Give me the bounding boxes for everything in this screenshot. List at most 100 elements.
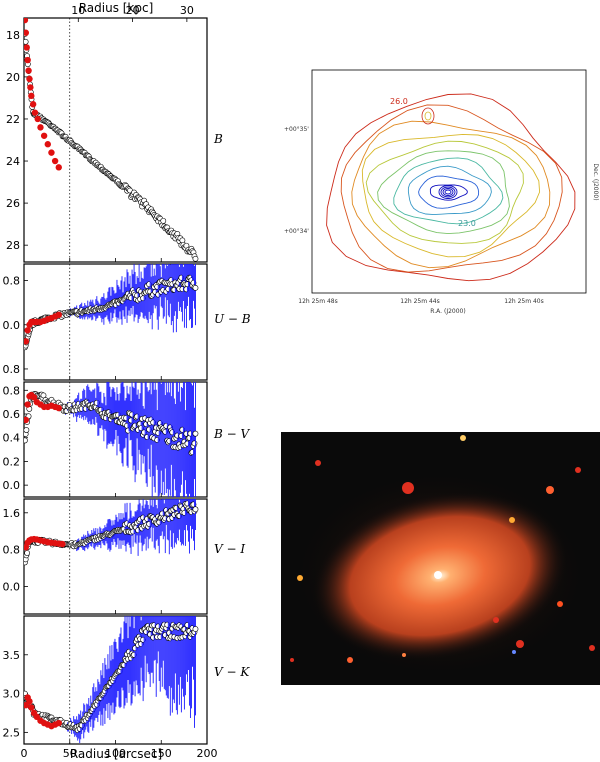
open-point: [160, 217, 167, 224]
contour-core: [444, 189, 452, 195]
xtick-label: 0: [21, 747, 28, 760]
red-point: [48, 149, 55, 156]
red-point: [26, 698, 33, 705]
star: [402, 482, 414, 494]
star: [557, 601, 563, 607]
ytick-label: 2.5: [3, 726, 21, 739]
open-point: [24, 550, 31, 556]
contour-core: [442, 188, 454, 196]
red-point: [44, 141, 51, 148]
star: [315, 460, 321, 466]
red-point: [28, 92, 35, 100]
contour-line: [351, 120, 551, 269]
ra-axis-label: R.A. (J2000): [430, 308, 465, 315]
ytick-label: 3.0: [3, 688, 21, 701]
panel-frame: [23, 17, 208, 263]
star: [402, 653, 406, 657]
panel-v-k: 3.5 3.0 2.5 V − K 0 50 100 150 200: [3, 615, 250, 760]
ytick-label: 0.8: [3, 363, 21, 376]
galaxy-nucleus: [434, 571, 442, 579]
contour-line: [393, 157, 504, 225]
star: [512, 650, 516, 654]
contour-lines: [326, 93, 576, 282]
red-point: [55, 719, 62, 727]
red-point: [24, 416, 30, 424]
top-axis-label: Radius [kpc]: [79, 1, 154, 15]
contour-label-inner: 23.0: [458, 219, 476, 228]
band-label: B − V: [213, 427, 251, 441]
open-points: [24, 18, 199, 262]
contour-frame: [311, 69, 587, 294]
star: [516, 640, 524, 648]
top-tick-label: 10: [71, 4, 85, 17]
red-point: [27, 84, 34, 91]
ytick-label: 0.0: [3, 319, 21, 332]
contour-line: [377, 150, 510, 235]
contour-line: [361, 133, 541, 258]
ytick-label: 0.8: [3, 544, 21, 557]
contour-core: [440, 186, 456, 198]
xtick-label: 50: [63, 747, 77, 760]
ytick-label: 26: [6, 197, 20, 210]
contour-line: [407, 165, 492, 216]
ytick-label: 0.8: [3, 275, 21, 288]
red-point: [24, 56, 31, 64]
band-label: V − I: [214, 542, 245, 556]
red-point: [26, 75, 33, 83]
ytick-label: 0.0: [3, 479, 21, 492]
contour-knot: [424, 111, 432, 121]
open-point: [192, 284, 199, 291]
contour-line: [418, 175, 480, 209]
red-point: [24, 29, 30, 36]
red-point: [31, 109, 39, 116]
xtick-label: 200: [197, 747, 218, 760]
ytick-label: 18: [6, 29, 20, 42]
contour-line: [365, 140, 524, 244]
red-point: [24, 401, 31, 408]
red-point: [24, 18, 29, 24]
contour-line: [326, 93, 576, 282]
open-point: [24, 437, 28, 444]
star: [493, 617, 499, 623]
xtick-label: 100: [105, 747, 126, 760]
ytick-label: 22: [6, 113, 20, 126]
xtick-label: 150: [151, 747, 172, 760]
top-tick-label: 20: [126, 4, 140, 17]
band-label: U − B: [214, 312, 251, 326]
bottom-axis-label: Radius [arcsec]: [70, 747, 162, 761]
panel-b: 18 20 22 24 26 28 B 10 20 30: [6, 4, 223, 263]
open-points: [24, 499, 199, 566]
ytick-label: 0.6: [3, 408, 21, 421]
dec-tick-2: +00°34': [284, 228, 309, 235]
red-point: [34, 115, 41, 123]
star: [460, 435, 466, 441]
open-points: [24, 382, 199, 497]
red-point: [29, 101, 37, 108]
contour-line: [340, 104, 563, 273]
band-label: B: [213, 132, 223, 146]
ytick-label: 24: [6, 155, 20, 168]
band-label: V − K: [214, 665, 250, 679]
ytick-label: 0.2: [3, 455, 21, 468]
ra-tick-1: 12h 25m 48s: [298, 298, 338, 305]
ytick-label: 0.0: [3, 580, 21, 593]
ytick-label: 3.5: [3, 649, 21, 662]
panel-u-b: 0.8 0.0 0.8 U − B: [3, 263, 251, 381]
star: [546, 486, 554, 494]
contour-core: [438, 185, 458, 199]
open-point: [192, 506, 199, 513]
open-points: [24, 264, 199, 351]
contour-map: 26.0 23.0 +00°35' +00°34' 12h 25m 48s 12…: [284, 69, 599, 315]
ra-tick-2: 12h 25m 44s: [400, 298, 440, 305]
dec-tick-1: +00°35': [284, 126, 309, 133]
panel-v-i: 1.6 0.8 0.0 V − I: [3, 498, 245, 615]
contour-line: [429, 184, 468, 201]
red-point: [24, 338, 30, 345]
ytick-label: 20: [6, 71, 20, 84]
open-point: [192, 430, 199, 437]
red-point: [55, 311, 62, 319]
open-point: [192, 255, 199, 262]
star: [347, 657, 353, 663]
